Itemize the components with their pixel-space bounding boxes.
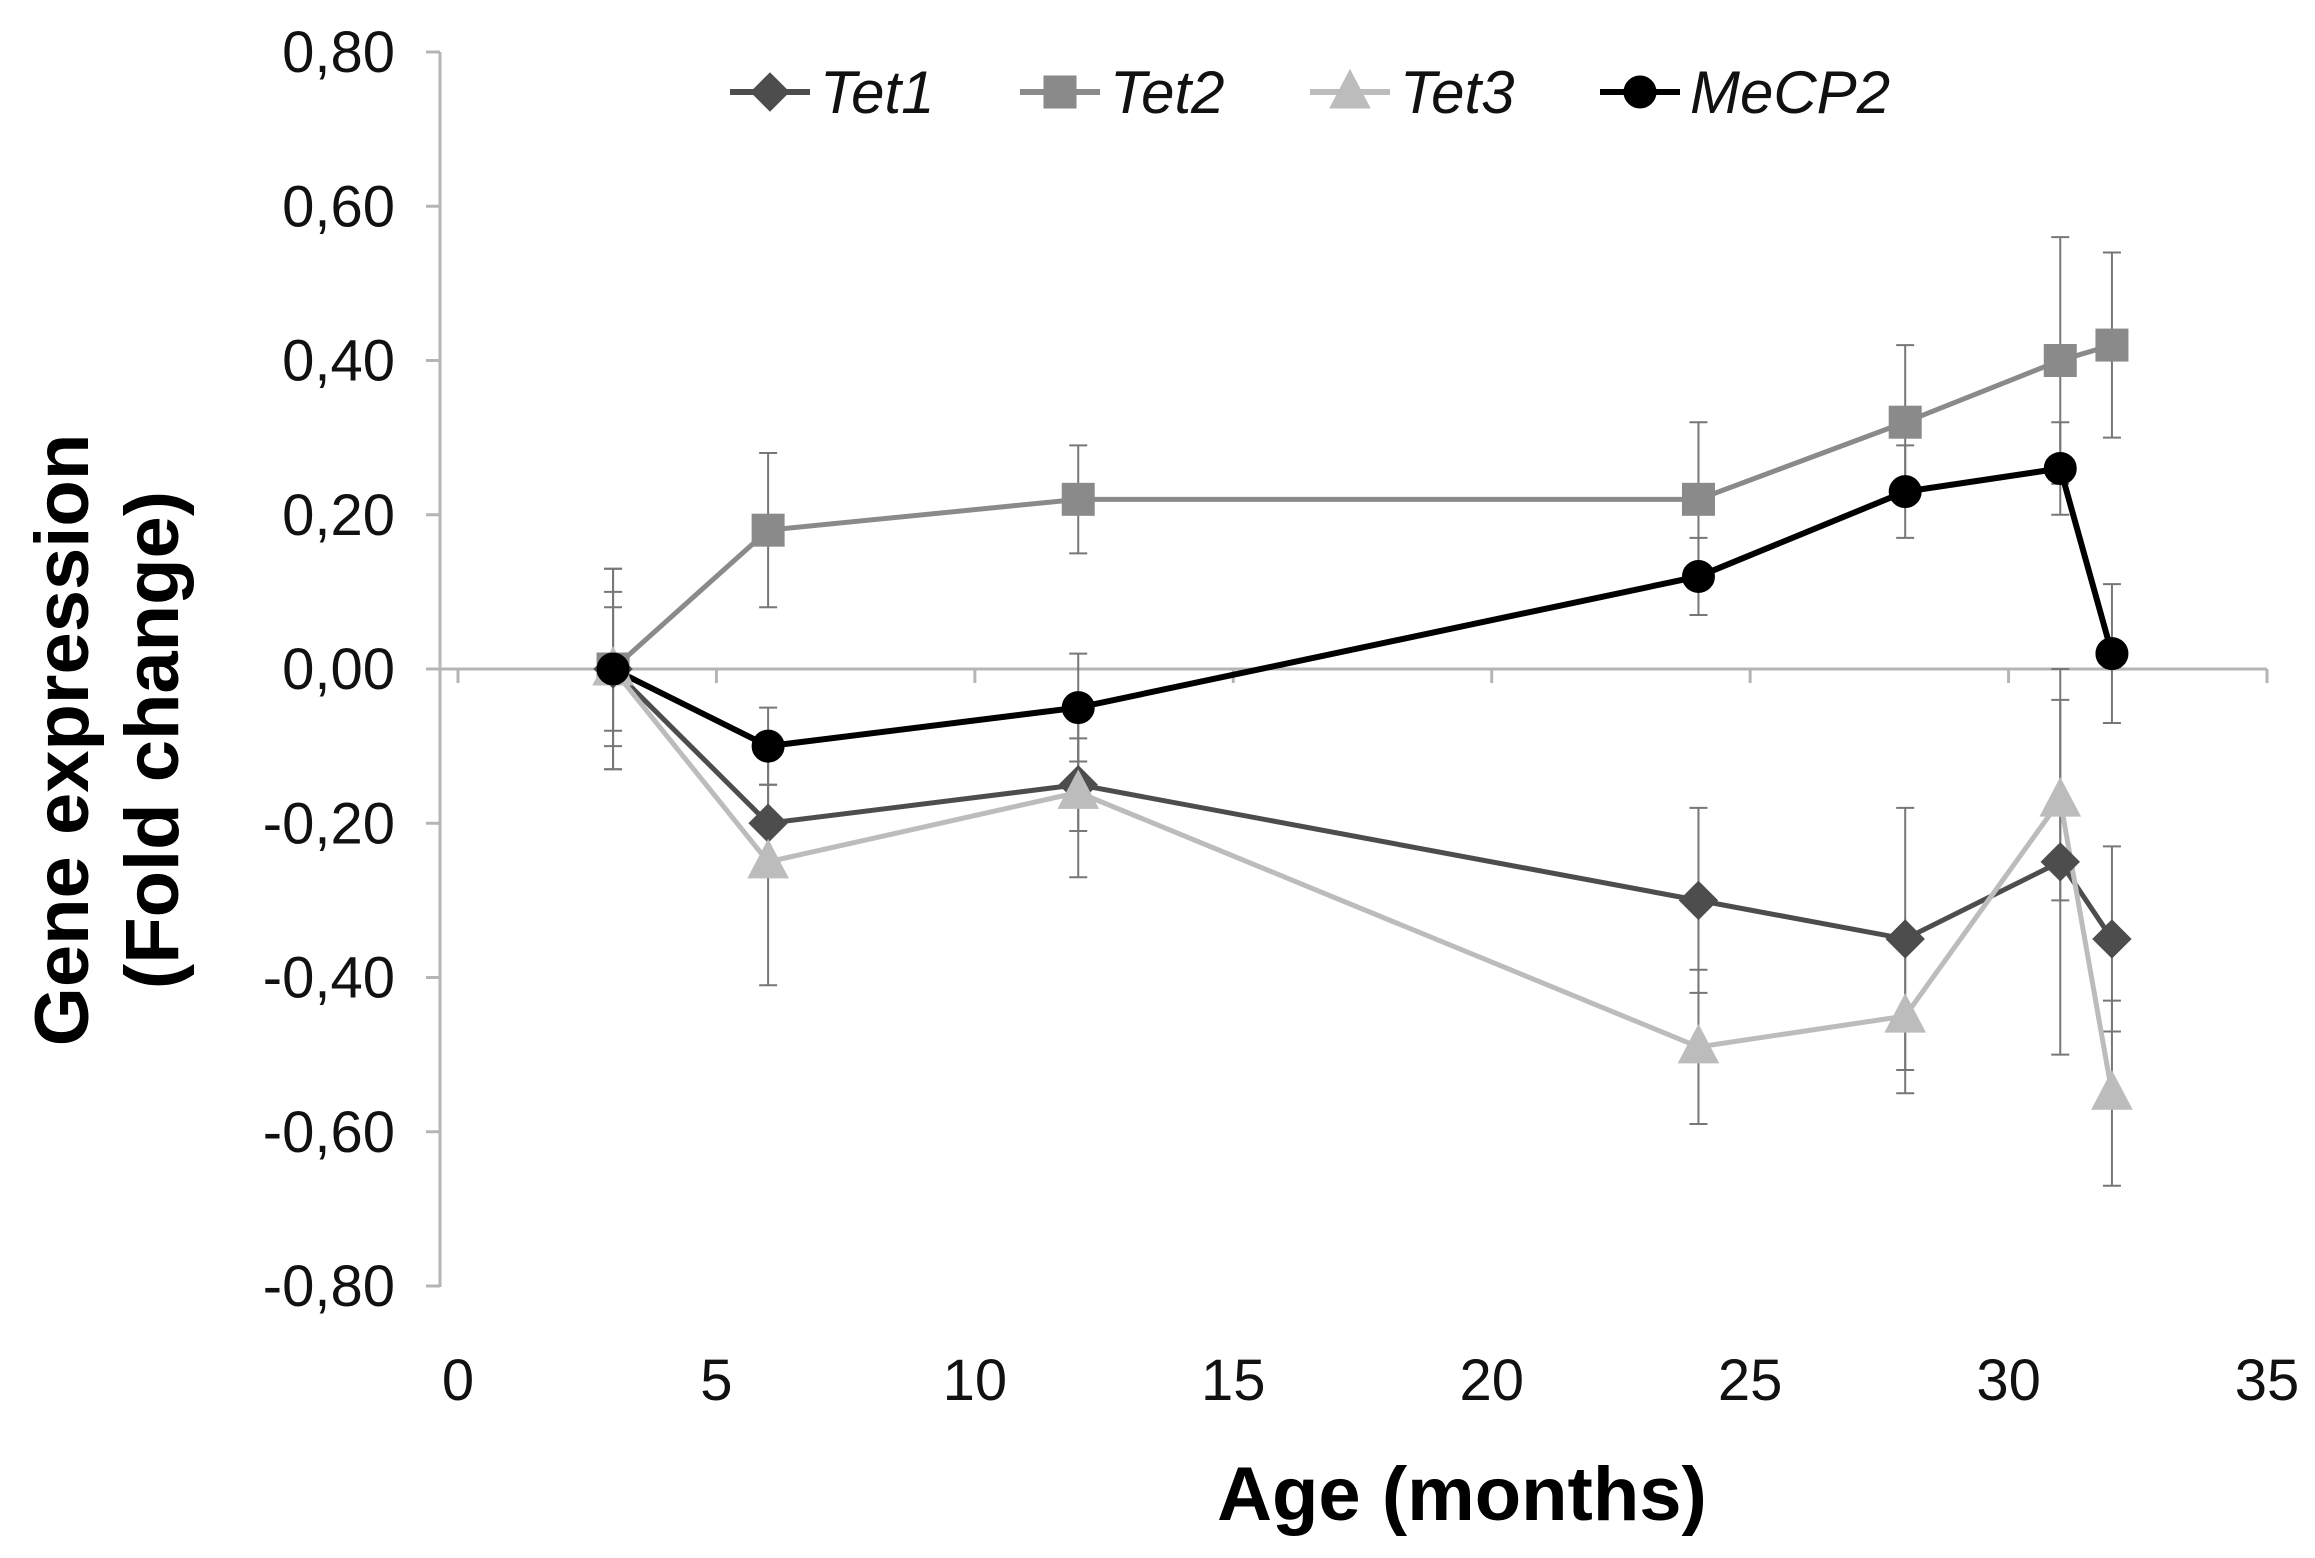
- legend-item-tet3: Tet3: [1310, 59, 1515, 126]
- mecp2-point: [1681, 559, 1715, 593]
- tet2-point: [1681, 482, 1715, 516]
- x-tick-label: 5: [700, 1348, 732, 1413]
- legend-label: Tet1: [820, 59, 935, 126]
- mecp2-point: [2043, 451, 2077, 485]
- tet2-point: [751, 513, 785, 547]
- tet2-point: [2095, 328, 2129, 362]
- legend-item-mecp2: MeCP2: [1600, 59, 1890, 126]
- legend-label: Tet3: [1400, 59, 1515, 126]
- legend-label: MeCP2: [1690, 59, 1890, 126]
- tet3-point: [747, 838, 789, 879]
- tet2-legend-marker: [1043, 75, 1077, 109]
- tet3-point: [1884, 992, 1927, 1033]
- y-tick-label: 0,20: [282, 483, 395, 548]
- x-tick-label: 25: [1718, 1348, 1783, 1413]
- x-tick-label: 0: [442, 1348, 474, 1413]
- y-axis-title-line2: (Fold change): [110, 491, 195, 989]
- series-markers: [592, 328, 2133, 1110]
- tet2-point: [1061, 482, 1095, 516]
- mecp2-point: [1061, 691, 1095, 725]
- tet3-point: [2039, 777, 2082, 817]
- y-tick-label: 0,80: [282, 20, 395, 85]
- legend-label: Tet2: [1110, 59, 1225, 126]
- tet1-point: [2092, 919, 2132, 959]
- error-bars: [604, 236, 2121, 1187]
- axes: 0,80 0,60 0,40 0,20 0,00 -0,20 -0,40 -0,60 -0,80…: [263, 20, 2299, 1413]
- x-tick-label: 20: [1459, 1348, 1524, 1413]
- tet2-point: [2043, 344, 2077, 377]
- tet3-legend-marker: [1329, 68, 1371, 109]
- legend-item-tet2: Tet2: [1020, 59, 1225, 126]
- tet1-legend-marker: [750, 72, 790, 112]
- y-tick-label: -0,60: [263, 1100, 395, 1165]
- mecp2-point: [751, 729, 785, 763]
- mecp2-line: [611, 465, 2115, 750]
- tet1-point: [1678, 880, 1719, 921]
- tet1-line: [611, 667, 2115, 942]
- x-axis-title: Age (months): [1217, 1452, 1707, 1537]
- tet3-point: [2091, 1070, 2133, 1110]
- x-tick-label: 35: [2235, 1348, 2300, 1413]
- y-tick-label: 0,00: [282, 637, 395, 702]
- y-tick-label: -0,80: [263, 1254, 395, 1319]
- legend-item-tet1: Tet1: [730, 59, 935, 126]
- legend: Tet1 Tet2 Tet3 MeCP2: [730, 59, 1890, 126]
- y-axis-title-line1: Gene expression: [20, 434, 105, 1047]
- mecp2-point: [2095, 637, 2129, 671]
- x-tick-label: 15: [1201, 1348, 1266, 1413]
- y-tick-label: 0,40: [282, 329, 395, 394]
- series-lines: [611, 342, 2115, 1094]
- tet3-point: [1057, 769, 1100, 809]
- mecp2-point: [1888, 475, 1922, 509]
- x-tick-label: 10: [943, 1348, 1008, 1413]
- y-tick-label: 0,60: [282, 174, 395, 239]
- x-tick-label: 30: [1976, 1348, 2041, 1413]
- tet1-point: [1885, 919, 1925, 959]
- tet2-point: [1888, 405, 1922, 439]
- tet2-line: [611, 342, 2113, 671]
- y-tick-label: -0,20: [263, 791, 395, 856]
- mecp2-point: [596, 652, 630, 686]
- y-tick-label: -0,40: [263, 946, 395, 1011]
- tet3-point: [1677, 1023, 1720, 1064]
- tet1-point: [2040, 842, 2080, 882]
- mecp2-legend-marker: [1623, 75, 1657, 109]
